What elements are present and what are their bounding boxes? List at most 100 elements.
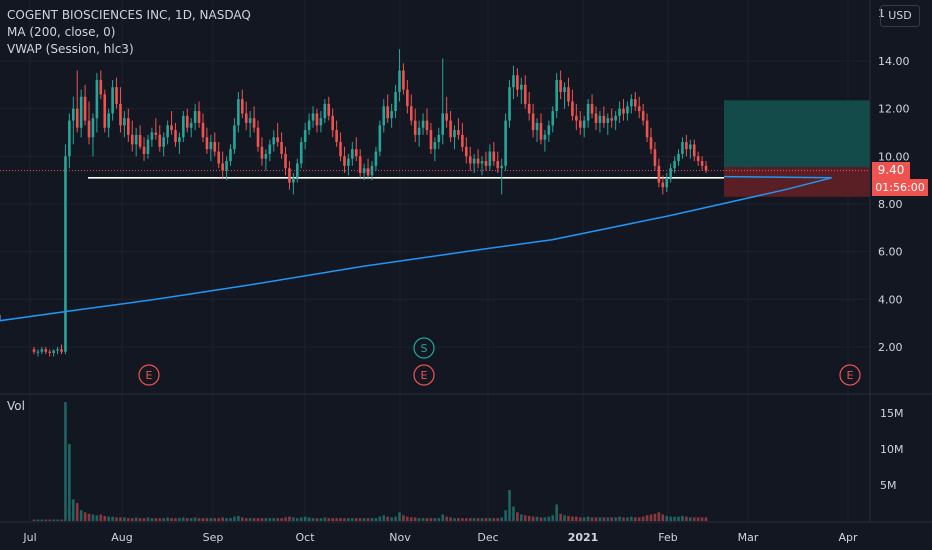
candle[interactable] <box>174 122 177 147</box>
candle[interactable] <box>669 163 672 183</box>
candle[interactable] <box>115 77 118 109</box>
candle[interactable] <box>504 113 507 171</box>
candle[interactable] <box>606 113 610 135</box>
candle[interactable] <box>476 149 480 169</box>
candle[interactable] <box>87 101 91 145</box>
candle[interactable] <box>209 134 213 162</box>
candle[interactable] <box>56 346 59 355</box>
price-axis[interactable]: 14.00 12.00 10.00 8.00 6.00 4.00 2.00 <box>878 55 910 354</box>
split-marker[interactable]: S <box>413 337 435 359</box>
candle[interactable] <box>492 142 496 166</box>
ma-indicator-label[interactable]: MA (200, close, 0) <box>7 25 116 39</box>
candle[interactable] <box>276 122 279 147</box>
candle[interactable] <box>457 118 460 140</box>
candle[interactable] <box>449 111 452 143</box>
candle[interactable] <box>315 108 319 133</box>
candle[interactable] <box>213 132 217 157</box>
candle[interactable] <box>60 344 63 355</box>
candle[interactable] <box>268 139 272 162</box>
candle[interactable] <box>240 89 244 119</box>
candle[interactable] <box>575 103 578 131</box>
candle[interactable] <box>441 58 445 145</box>
candle[interactable] <box>107 108 110 138</box>
candle[interactable] <box>127 108 130 143</box>
candle[interactable] <box>382 99 386 133</box>
candle[interactable] <box>138 125 142 150</box>
candle[interactable] <box>68 113 71 169</box>
candle[interactable] <box>413 108 417 143</box>
candle[interactable] <box>91 113 95 157</box>
candle[interactable] <box>374 146 378 171</box>
candle[interactable] <box>594 106 598 131</box>
candle[interactable] <box>307 113 311 135</box>
candle[interactable] <box>590 94 594 119</box>
candle[interactable] <box>618 101 621 123</box>
candle[interactable] <box>193 103 197 131</box>
candle[interactable] <box>303 122 307 150</box>
candle[interactable] <box>351 142 354 166</box>
candle[interactable] <box>527 91 531 121</box>
candle[interactable] <box>578 111 582 135</box>
candle[interactable] <box>166 120 169 145</box>
candle[interactable] <box>134 127 138 157</box>
candle[interactable] <box>465 137 468 164</box>
candle[interactable] <box>657 158 661 188</box>
candle[interactable] <box>343 146 346 174</box>
candle[interactable] <box>170 111 173 135</box>
candle[interactable] <box>555 72 558 119</box>
candle[interactable] <box>429 122 433 154</box>
candle[interactable] <box>567 77 570 107</box>
candle[interactable] <box>280 132 283 159</box>
candle[interactable] <box>331 108 334 138</box>
candle[interactable] <box>362 163 366 181</box>
candle[interactable] <box>488 144 492 171</box>
candle[interactable] <box>146 134 150 159</box>
candle[interactable] <box>453 125 456 150</box>
candle[interactable] <box>185 108 189 133</box>
candle[interactable] <box>571 89 574 121</box>
earnings-marker[interactable]: E <box>839 364 861 386</box>
candle[interactable] <box>272 130 276 152</box>
candle[interactable] <box>378 120 382 157</box>
candle[interactable] <box>158 125 162 152</box>
candle[interactable] <box>673 156 676 174</box>
vwap-indicator-label[interactable]: VWAP (Session, hlc3) <box>7 42 134 56</box>
candle[interactable] <box>508 80 511 128</box>
candle[interactable] <box>610 108 614 128</box>
candle[interactable] <box>32 346 36 355</box>
candle[interactable] <box>531 103 535 138</box>
candle[interactable] <box>406 80 409 114</box>
candle[interactable] <box>602 106 606 128</box>
candle[interactable] <box>461 122 464 152</box>
candle[interactable] <box>178 132 181 154</box>
candle[interactable] <box>480 156 484 176</box>
candle[interactable] <box>154 118 158 140</box>
candle[interactable] <box>704 161 708 174</box>
candle[interactable] <box>520 77 523 104</box>
symbol-title[interactable]: COGENT BIOSCIENCES INC, 1D, NASDAQ <box>7 8 251 22</box>
candle[interactable] <box>201 113 205 143</box>
candle[interactable] <box>323 99 327 123</box>
candle[interactable] <box>598 111 602 133</box>
candle[interactable] <box>83 84 87 126</box>
candle[interactable] <box>335 120 338 147</box>
candle[interactable] <box>292 173 295 195</box>
candle[interactable] <box>221 151 224 178</box>
candle[interactable] <box>52 349 55 357</box>
candle[interactable] <box>637 96 641 119</box>
candle[interactable] <box>99 70 103 100</box>
candle[interactable] <box>433 137 437 162</box>
candle[interactable] <box>535 118 539 143</box>
candle[interactable] <box>417 120 421 147</box>
candle[interactable] <box>421 113 425 135</box>
earnings-marker[interactable]: E <box>413 364 435 386</box>
candle[interactable] <box>252 106 256 133</box>
candle[interactable] <box>366 158 370 178</box>
candle[interactable] <box>523 75 527 109</box>
target-zone[interactable] <box>724 100 870 168</box>
candle[interactable] <box>630 94 633 114</box>
candle[interactable] <box>370 161 374 181</box>
candle[interactable] <box>299 137 303 169</box>
candle[interactable] <box>244 101 248 131</box>
candle[interactable] <box>347 153 350 176</box>
